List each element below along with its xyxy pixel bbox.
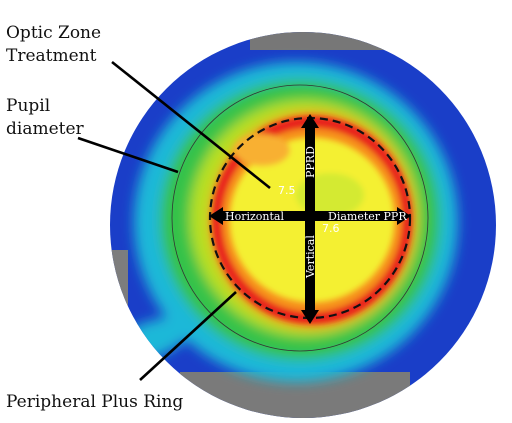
peripheral-ring-leader — [139, 291, 237, 381]
diameter-ppr-label: Diameter PPR — [328, 210, 407, 223]
optic-zone-label-line1: Optic Zone — [6, 23, 101, 43]
central-orange-spot — [234, 134, 290, 166]
pupil-outline — [171, 84, 429, 352]
horizontal-arrow-left — [209, 207, 223, 225]
secondary-value: 7.6 — [322, 222, 340, 235]
peripheral-plus-ring-label: Peripheral Plus Ring — [6, 392, 183, 412]
pupil-label-line2: diameter — [6, 119, 85, 139]
horizontal-axis-label: Horizontal — [225, 210, 284, 223]
vertical-arrow-top — [301, 114, 319, 128]
crosshair — [209, 114, 411, 324]
callout-lines — [77, 60, 271, 381]
pprd-axis-label: PPRD — [304, 146, 317, 178]
no-data-patch-top — [250, 32, 390, 50]
center-value: 7.5 — [278, 184, 296, 197]
optic-zone-label-line2: Treatment — [6, 46, 97, 66]
no-data-patch-left — [110, 250, 128, 330]
horizontal-arrow-right — [397, 207, 411, 225]
pupil-leader — [77, 136, 179, 174]
pupil-label-line1: Pupil — [6, 96, 50, 116]
horizontal-bar — [219, 211, 401, 221]
optic-zone-leader — [111, 60, 271, 190]
vertical-axis-label: Vertical — [304, 235, 317, 279]
vertical-arrow-bottom — [301, 310, 319, 324]
